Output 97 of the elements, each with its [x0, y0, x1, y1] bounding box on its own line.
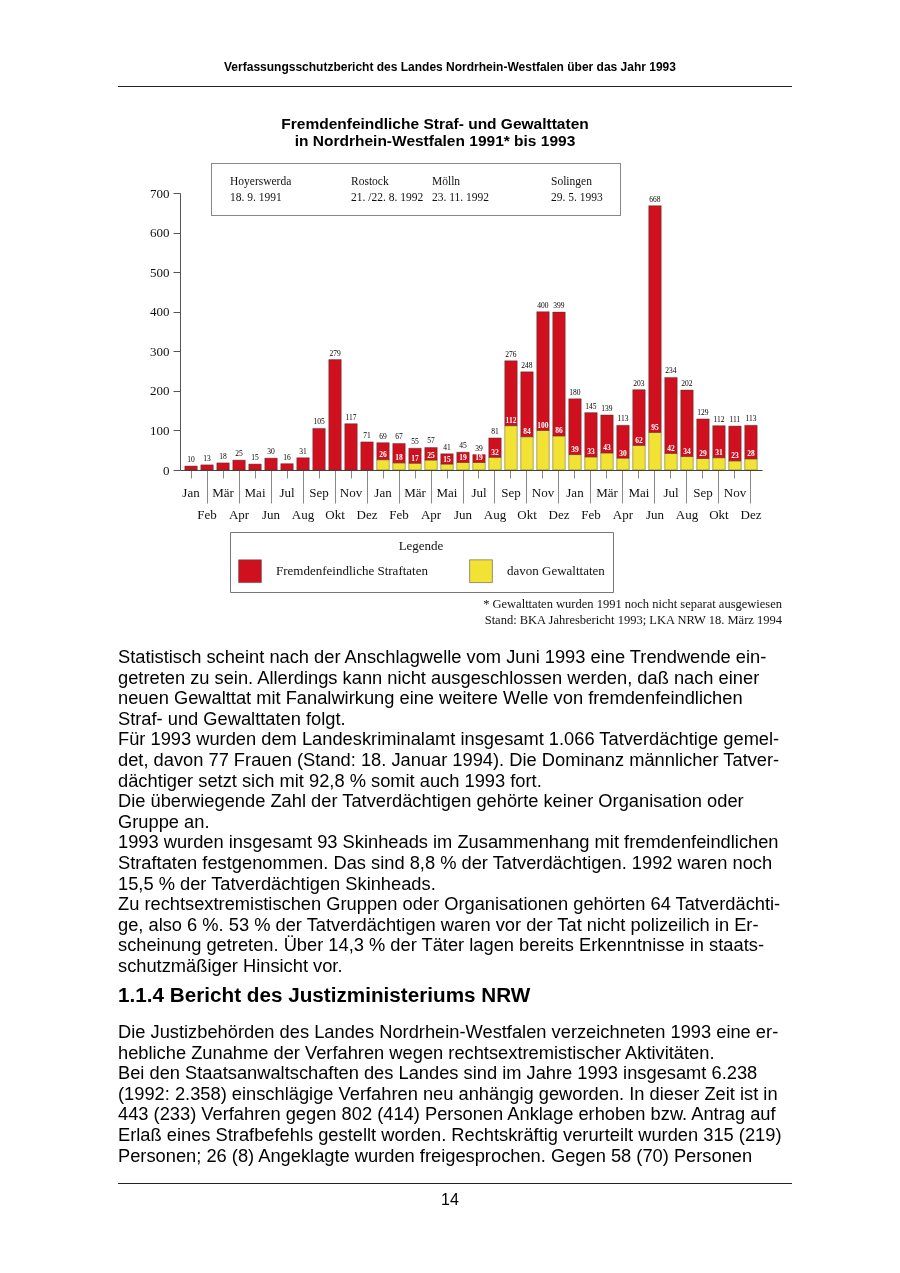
x-tick-label: Jan	[566, 484, 585, 500]
x-tick-label: Apr	[228, 506, 250, 522]
x-tick-label: Jun	[453, 506, 473, 522]
x-tick-label: Nov	[723, 484, 747, 500]
text: getreten zu sein. Allerdings kann nicht ausgeschlossen werden, daß nach einer	[118, 666, 760, 689]
text: 443 (233) Verfahren gegen 802 (414) Personen Anklage erhoben bzw. Antrag auf	[118, 1103, 776, 1126]
text: * Gewalttaten wurden 1991 noch nicht separat ausgewiesen	[483, 597, 782, 612]
x-tick-label: Feb	[581, 506, 601, 522]
x-tick-label: Mär	[404, 484, 427, 500]
y-tick-label: 400	[150, 304, 170, 320]
bar	[280, 463, 294, 471]
x-tick-label: Okt	[709, 506, 730, 522]
chart-subtitle: in Nordrhein-Westfalen 1991* bis 1993	[294, 131, 576, 149]
legend-title: Legende	[398, 538, 444, 553]
x-tick-label: Dez	[740, 506, 762, 522]
annotation: 23. 11. 1992	[432, 191, 490, 205]
x-tick-label: Jun	[645, 506, 665, 522]
bar	[184, 465, 198, 471]
y-tick-label: 300	[150, 343, 170, 359]
bar	[200, 464, 214, 471]
text: hebliche Zunahme der Verfahren wegen rechtsextremistischer Aktivitäten.	[118, 1041, 715, 1064]
bar	[312, 428, 326, 471]
text: scheinung getreten. Über 14,3 % der Täter lagen bereits Erkenntnisse in staats-	[118, 934, 764, 957]
x-tick-label: Mär	[596, 484, 619, 500]
text: Verfassungsschutzbericht des Landes Nordrhein-Westfalen über das Jahr 1993	[223, 60, 677, 75]
text: Rostock	[351, 175, 389, 187]
x-tick-label: Mai	[436, 484, 458, 500]
text: 1993 wurden insgesamt 93 Skinheads im Zusammenhang mit fremdenfeindlichen	[118, 831, 779, 854]
x-tick-label: Aug	[483, 506, 507, 522]
x-tick-label: Jan	[182, 484, 201, 500]
chart-title: Fremdenfeindliche Straf- und Gewalttaten	[281, 115, 589, 132]
text: schutzmäßiger Hinsicht vor.	[118, 955, 343, 977]
x-tick-label: Apr	[420, 506, 442, 522]
x-tick-label: Feb	[197, 506, 217, 522]
bar	[232, 459, 246, 471]
bar	[264, 457, 278, 471]
text: Straftaten festgenommen. Das sind 8,8 % der Tatverdächtigen. 1992 waren noch	[118, 852, 773, 874]
x-tick-label: Jul	[663, 484, 679, 500]
bar	[360, 441, 374, 471]
text: neuen Gewalttat mit Fanalwirkung eine weitere Welle von fremdenfeindlichen	[118, 687, 743, 710]
x-tick-label: Aug	[291, 506, 315, 522]
x-tick-label: Mai	[244, 484, 266, 500]
x-tick-label: Mai	[628, 484, 650, 500]
text: Für 1993 wurden dem Landeskriminalamt insgesamt 1.066 Tatverdächtige gemel-	[118, 728, 780, 751]
text: Bei den Staatsanwaltschaften des Landes sind im Jahre 1993 insgesamt 6.238	[118, 1062, 758, 1085]
text: Stand: BKA Jahresbericht 1993; LKA NRW 18. März 1994	[484, 613, 782, 628]
annotation: 21. /22. 8. 1992	[351, 191, 424, 205]
x-tick-label: Apr	[612, 506, 634, 522]
legend-label: davon Gewalttaten	[507, 563, 606, 579]
y-tick-label: 700	[150, 185, 170, 201]
text: Solingen	[551, 175, 592, 187]
text: Mölln	[432, 175, 461, 187]
text: (1992: 2.358) einschlägige Verfahren neu anhängig geworden. In dieser Zeit ist in	[118, 1082, 778, 1105]
bar	[248, 463, 262, 471]
text: ge, also 6 %. 53 % der Tatverdächtigen waren vor der Tat nicht polizeilich in Er-	[118, 913, 759, 935]
text: 14	[440, 1190, 460, 1210]
y-tick-label: 200	[150, 383, 170, 399]
text: det, davon 77 Frauen (Stand: 18. Januar 1994). Die Dominanz männlicher Tatver-	[118, 749, 780, 771]
bar	[296, 457, 310, 471]
y-tick-label: 0	[163, 462, 170, 478]
text: Hoyerswerda	[230, 175, 292, 187]
text: 1.1.4 Bericht des Justizministeriums NRW	[118, 982, 531, 1008]
text: Gruppe an.	[118, 810, 210, 833]
y-tick-label: 100	[150, 422, 170, 438]
text: Die überwiegende Zahl der Tatverdächtigen gehörte keiner Organisation oder	[118, 790, 744, 813]
annotation: 18. 9. 1991	[230, 191, 282, 205]
text: Erlaß eines Strafbefehls gestellt worden. Rechtskräftig verurteilt wurden 315 (219)	[118, 1124, 782, 1146]
x-tick-label: Nov	[339, 484, 363, 500]
bar	[328, 359, 342, 471]
legend-label: Fremdenfeindliche Straftaten	[276, 563, 429, 579]
x-tick-label: Nov	[531, 484, 555, 500]
x-tick-label: Mär	[212, 484, 235, 500]
annotation: 29. 5. 1993	[551, 191, 603, 205]
y-tick-label: 500	[150, 264, 170, 280]
x-tick-label: Dez	[356, 506, 378, 522]
bar	[344, 423, 358, 471]
x-tick-label: Sep	[501, 484, 521, 500]
x-tick-label: Sep	[309, 484, 329, 500]
x-tick-label: Feb	[389, 506, 409, 522]
text: Zu rechtsextremistischen Gruppen oder Organisationen gehörten 64 Tatverdächti-	[118, 893, 781, 916]
text: Personen; 26 (8) Angeklagte wurden freigesprochen. Gegen 58 (70) Personen	[118, 1144, 753, 1167]
x-tick-label: Jul	[471, 484, 487, 500]
text: Die Justizbehörden des Landes Nordrhein-Westfalen verzeichneten 1993 eine er-	[118, 1021, 779, 1043]
x-tick-label: Aug	[675, 506, 699, 522]
x-tick-label: Dez	[548, 506, 570, 522]
x-tick-label: Sep	[693, 484, 713, 500]
x-tick-label: Jan	[374, 484, 393, 500]
bar	[216, 462, 230, 471]
x-tick-label: Jul	[279, 484, 295, 500]
x-tick-label: Jun	[262, 506, 281, 522]
text: Straf- und Gewalttaten folgt.	[118, 707, 346, 730]
x-tick-label: Okt	[517, 506, 538, 522]
text: Statistisch scheint nach der Anschlagwelle vom Juni 1993 eine Trendwende ein-	[118, 646, 767, 668]
text: dächtiger setzt sich mit 92,8 % somit auch 1993 fort.	[118, 769, 542, 792]
y-tick-label: 600	[150, 225, 170, 241]
text: 15,5 % der Tatverdächtigen Skinheads.	[118, 872, 436, 895]
x-tick-label: Okt	[325, 506, 346, 522]
